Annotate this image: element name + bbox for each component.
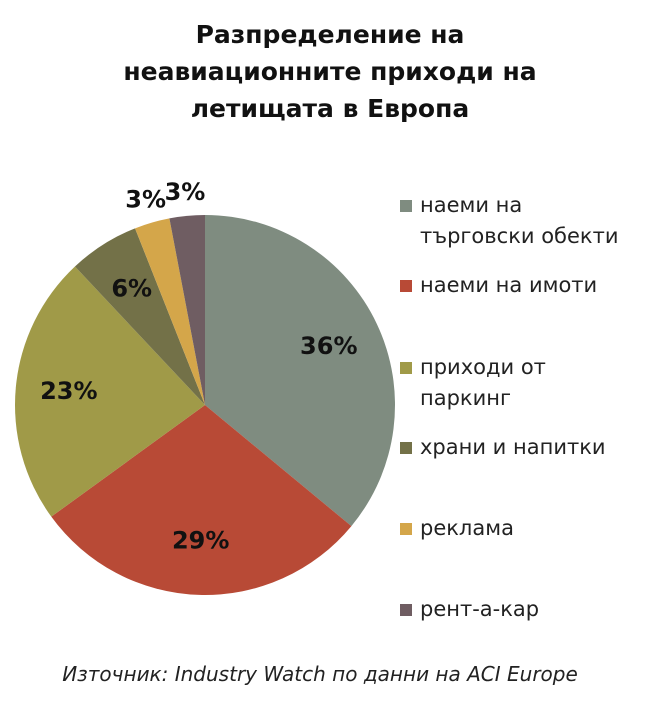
pie-slice: [169, 215, 205, 405]
legend-label: наеми на имоти: [420, 273, 598, 297]
pie-slice: [51, 405, 352, 595]
legend-swatch: [400, 200, 412, 212]
legend-item: приходи от паркинг: [400, 352, 635, 414]
legend-swatch: [400, 442, 412, 454]
legend-item: наеми на имоти: [400, 270, 635, 301]
legend-label: наеми на търговски обекти: [420, 193, 619, 248]
legend-swatch: [400, 604, 412, 616]
data-label: 3%: [165, 178, 206, 206]
pie-slice: [74, 228, 205, 405]
data-label: 36%: [300, 332, 357, 360]
source-note: Източник: Industry Watch по данни на ACI…: [62, 662, 578, 686]
legend-item: храни и напитки: [400, 432, 635, 463]
data-label: 29%: [172, 527, 229, 555]
pie-slice: [14, 266, 205, 517]
pie-slice: [205, 215, 395, 527]
legend-item: рент-а-кар: [400, 594, 635, 625]
legend-swatch: [400, 362, 412, 374]
legend-label: храни и напитки: [420, 435, 606, 459]
legend-label: рент-а-кар: [420, 597, 540, 621]
data-label: 6%: [111, 274, 152, 302]
legend-item: реклама: [400, 513, 635, 544]
legend-swatch: [400, 280, 412, 292]
chart-title: Разпределение на неавиационните приходи …: [123, 20, 537, 123]
data-label: 23%: [40, 377, 97, 405]
legend-swatch: [400, 523, 412, 535]
legend-label: приходи от паркинг: [420, 355, 546, 410]
legend-item: наеми на търговски обекти: [400, 190, 635, 252]
legend-label: реклама: [420, 516, 514, 540]
pie-slice: [135, 218, 205, 405]
data-label: 3%: [125, 186, 166, 214]
